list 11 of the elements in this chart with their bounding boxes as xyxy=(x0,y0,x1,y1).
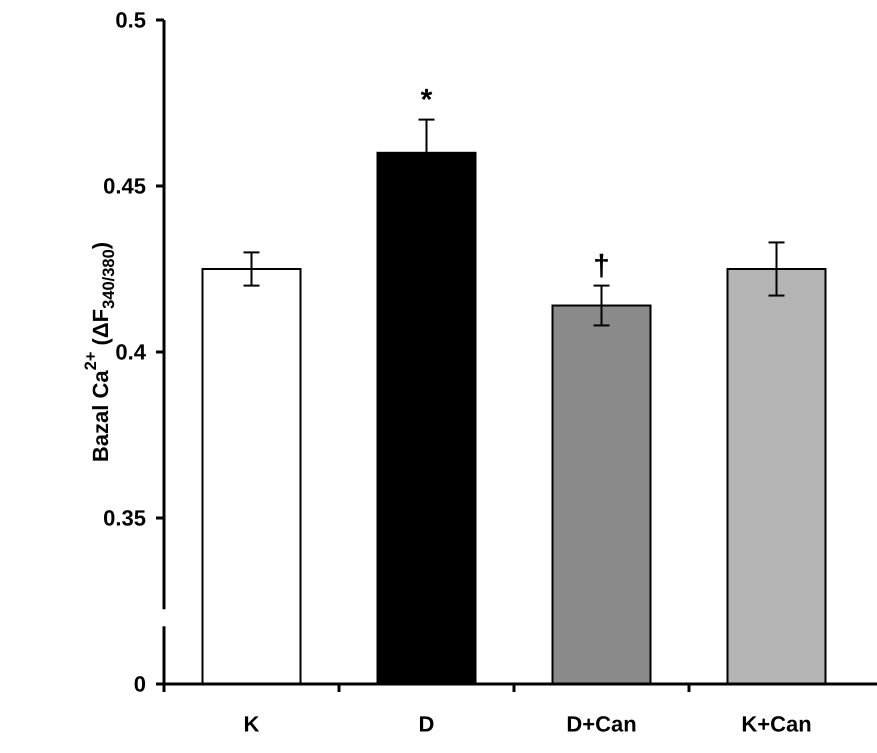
y-tick-label: 0.45 xyxy=(103,174,146,198)
annotation: * xyxy=(420,84,433,117)
x-tick-label: K+Can xyxy=(741,712,812,736)
x-tick-label: D xyxy=(418,712,434,736)
y-tick-label: 0.35 xyxy=(103,506,146,530)
y-tick-label: 0.4 xyxy=(115,340,147,364)
y-tick-label: 0.5 xyxy=(115,8,146,32)
y-tick-label: 0 xyxy=(134,672,146,696)
x-tick-label: D+Can xyxy=(566,712,637,736)
x-tick-label: K xyxy=(244,712,260,736)
annotation: † xyxy=(593,250,610,283)
